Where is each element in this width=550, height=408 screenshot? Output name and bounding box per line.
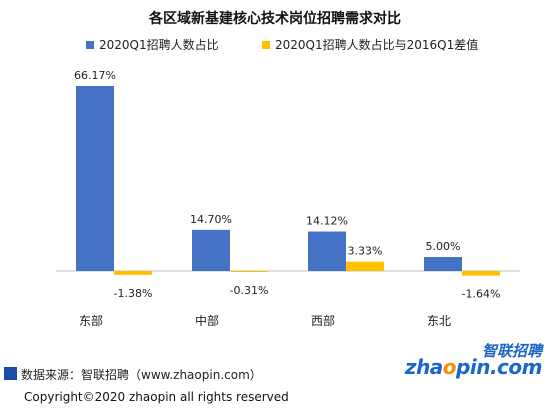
bar-2-2 [230, 271, 268, 272]
data-label-1-3: 14.12% [306, 215, 348, 228]
legend-item-series-2: 2020Q1招聘人数占比与2016Q1差值 [262, 36, 478, 53]
bar-chart: 66.17% -1.38% 东部 14.70% -0.31% 中部 14.12% 3.33% 西… [56, 69, 520, 328]
bar-1-1 [76, 86, 114, 271]
category-label-3: 西部 [311, 313, 335, 328]
data-label-2-2: -0.31% [230, 284, 269, 297]
source-marker [4, 367, 17, 380]
bar-2-4 [462, 271, 500, 276]
legend-label-series-1: 2020Q1招聘人数占比 [99, 38, 219, 52]
logo-en-text: zhaopin.com [404, 355, 543, 379]
bar-2-1 [114, 271, 152, 275]
footer-source-bar: 数据来源：智联招聘（www.zhaopin.com） [0, 358, 550, 386]
legend-item-series-1: 2020Q1招聘人数占比 [86, 36, 219, 53]
legend: 2020Q1招聘人数占比 2020Q1招聘人数占比与2016Q1差值 [0, 36, 550, 52]
data-label-2-4: -1.64% [462, 288, 501, 301]
copyright-text: Copyright©2020 zhaopin all rights reserv… [24, 390, 289, 404]
legend-label-series-2: 2020Q1招聘人数占比与2016Q1差值 [275, 38, 479, 52]
legend-swatch-series-2 [262, 40, 270, 49]
zhaopin-logo: 智联招聘 zhaopin.com [405, 340, 546, 380]
category-label-4: 东北 [427, 314, 451, 328]
bar-1-2 [192, 229, 230, 271]
legend-swatch-series-1 [86, 40, 94, 49]
bar-1-4 [424, 257, 462, 271]
bar-1-3 [308, 231, 346, 271]
data-label-2-1: -1.38% [114, 287, 153, 300]
source-text: 数据来源：智联招聘（www.zhaopin.com） [21, 368, 262, 382]
category-label-1: 东部 [79, 313, 103, 328]
category-label-2: 中部 [195, 313, 219, 328]
data-label-1-1: 66.17% [74, 69, 116, 82]
data-label-1-2: 14.70% [190, 213, 232, 226]
chart-title: 各区域新基建核心技术岗位招聘需求对比 [149, 11, 401, 27]
data-label-1-4: 5.00% [426, 240, 461, 253]
logo-cn-text: 智联招聘 [481, 342, 542, 360]
bar-2-3 [346, 261, 384, 271]
data-label-2-3: 3.33% [348, 245, 383, 258]
